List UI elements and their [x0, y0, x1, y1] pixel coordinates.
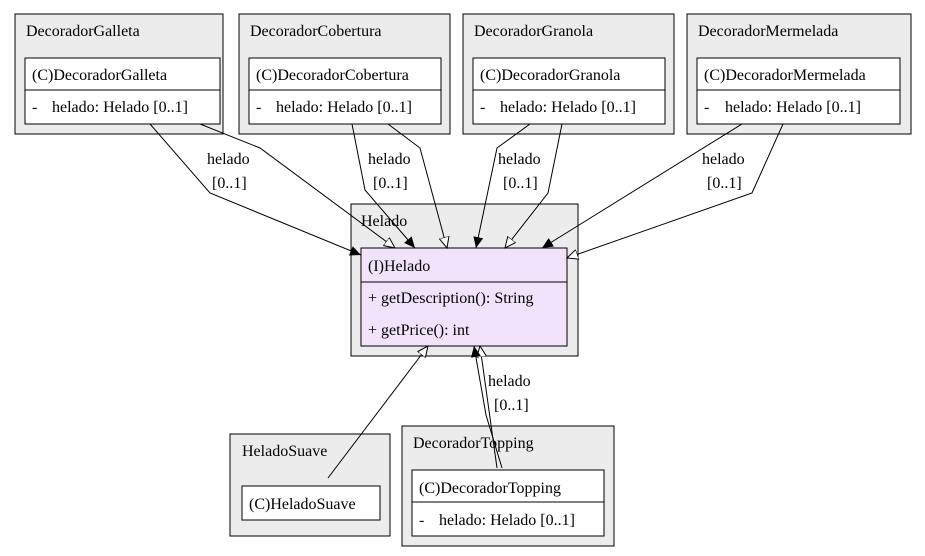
- package-title: DecoradorTopping: [413, 435, 534, 452]
- class-decorador-cobertura[interactable]: (C)DecoradorCobertura - helado: Helado […: [248, 57, 442, 125]
- attribute: helado: Helado [0..1]: [500, 99, 636, 116]
- edge-role: helado: [368, 151, 411, 168]
- realization-mermelada-helado: [567, 123, 784, 258]
- class-decorador-granola[interactable]: (C)DecoradorGranola - helado: Helado [0.…: [472, 57, 666, 125]
- association-granola-helado: [473, 123, 531, 249]
- attribute-visibility: -: [704, 99, 709, 116]
- package-title: DecoradorGalleta: [26, 23, 140, 40]
- realization-galleta-helado: [199, 123, 395, 248]
- edge-label-mermelada: helado [0..1]: [702, 151, 745, 192]
- attribute-visibility: -: [419, 512, 424, 529]
- association-cobertura-helado: [351, 123, 416, 249]
- package-title: HeladoSuave: [242, 443, 327, 460]
- realization-helado-suave-helado: [327, 346, 428, 479]
- package-title: DecoradorMermelada: [698, 23, 838, 40]
- edge-multiplicity: [0..1]: [494, 397, 529, 414]
- edge-role: helado: [488, 373, 531, 390]
- edge-role: helado: [207, 151, 250, 168]
- class-name: (C)DecoradorGranola: [480, 67, 620, 84]
- class-name: (C)DecoradorMermelada: [704, 67, 866, 84]
- edge-multiplicity: [0..1]: [373, 175, 408, 192]
- edge-multiplicity: [0..1]: [503, 175, 538, 192]
- edge-multiplicity: [0..1]: [707, 175, 742, 192]
- attribute-visibility: -: [480, 99, 485, 116]
- edge-label-granola: helado [0..1]: [498, 151, 541, 192]
- attribute: helado: Helado [0..1]: [725, 99, 861, 116]
- edge-role: helado: [498, 151, 541, 168]
- attribute-visibility: -: [256, 99, 261, 116]
- edge-label-topping: helado [0..1]: [488, 373, 531, 414]
- class-name: (C)DecoradorCobertura: [256, 67, 409, 84]
- class-helado-suave[interactable]: (C)HeladoSuave: [241, 485, 381, 521]
- attribute: helado: Helado [0..1]: [52, 99, 188, 116]
- class-decorador-galleta[interactable]: (C)DecoradorGalleta - helado: Helado [0.…: [24, 57, 221, 125]
- class-decorador-mermelada[interactable]: (C)DecoradorMermelada - helado: Helado […: [696, 57, 901, 125]
- edge-label-galleta: helado [0..1]: [207, 151, 250, 192]
- operation-get-price: + getPrice(): int: [368, 322, 470, 339]
- class-name: (C)DecoradorTopping: [419, 480, 561, 497]
- package-title: DecoradorCobertura: [250, 23, 382, 40]
- edge-role: helado: [702, 151, 745, 168]
- attribute-visibility: -: [32, 99, 37, 116]
- edge-multiplicity: [0..1]: [212, 175, 247, 192]
- realization-cobertura-helado: [387, 123, 447, 248]
- realization-topping-helado: [480, 346, 498, 469]
- association-topping-helado: [470, 345, 503, 469]
- attribute: helado: Helado [0..1]: [276, 99, 412, 116]
- interface-helado[interactable]: (I)Helado + getDescription(): String + g…: [360, 247, 568, 347]
- class-name: (C)DecoradorGalleta: [32, 67, 167, 84]
- association-galleta-helado: [149, 123, 362, 256]
- association-mermelada-helado: [541, 123, 743, 249]
- edge-label-cobertura: helado [0..1]: [368, 151, 411, 192]
- operation-get-description: + getDescription(): String: [368, 290, 533, 307]
- realization-granola-helado: [505, 123, 563, 248]
- attribute: helado: Helado [0..1]: [439, 512, 575, 529]
- class-decorador-topping[interactable]: (C)DecoradorTopping - helado: Helado [0.…: [411, 469, 605, 537]
- interface-name: (I)Helado: [368, 258, 430, 275]
- class-name: (C)HeladoSuave: [249, 496, 356, 513]
- package-title: DecoradorGranola: [474, 23, 593, 40]
- package-helado-suave: HeladoSuave: [229, 433, 391, 537]
